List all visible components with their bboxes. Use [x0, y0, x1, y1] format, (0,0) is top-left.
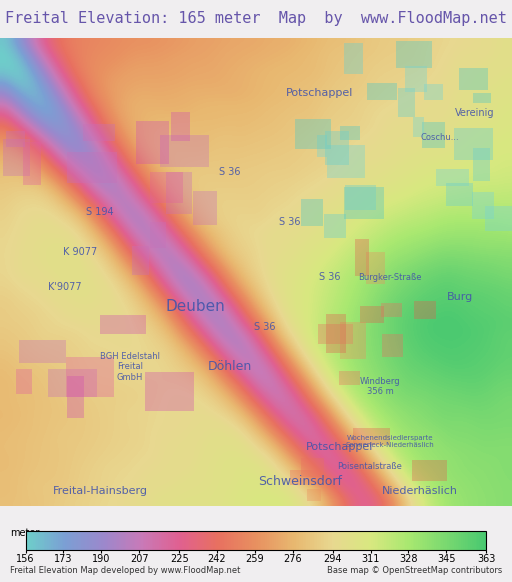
- Text: K 9077: K 9077: [63, 247, 97, 257]
- Text: Freital-Hainsberg: Freital-Hainsberg: [53, 487, 147, 496]
- Bar: [340, 322, 366, 359]
- Bar: [301, 457, 324, 477]
- Bar: [421, 122, 445, 148]
- Text: meter: meter: [10, 528, 39, 538]
- Bar: [145, 371, 194, 411]
- Bar: [405, 66, 427, 92]
- Bar: [68, 375, 84, 418]
- Bar: [472, 192, 495, 219]
- Text: Poisentalstraße: Poisentalstraße: [337, 462, 402, 471]
- Bar: [48, 370, 97, 397]
- Bar: [473, 148, 489, 182]
- Bar: [150, 172, 183, 203]
- Text: S 36: S 36: [254, 322, 276, 332]
- Bar: [16, 369, 32, 395]
- Bar: [6, 130, 25, 147]
- Bar: [24, 142, 41, 184]
- Bar: [324, 214, 346, 238]
- Bar: [150, 222, 166, 248]
- Text: S 36: S 36: [279, 217, 301, 227]
- Bar: [367, 83, 397, 100]
- Text: Deuben: Deuben: [165, 300, 225, 314]
- Text: Niederhäslich: Niederhäslich: [382, 487, 458, 496]
- Text: Vereinig: Vereinig: [455, 108, 495, 118]
- Bar: [436, 169, 468, 186]
- Text: Schweinsdorf: Schweinsdorf: [258, 475, 342, 488]
- Bar: [170, 112, 190, 141]
- Text: Windberg
356 m: Windberg 356 m: [360, 377, 400, 396]
- Text: Potschappel: Potschappel: [306, 442, 374, 452]
- Bar: [454, 128, 493, 159]
- Text: BGH Edelstahl
Freital
GmbH: BGH Edelstahl Freital GmbH: [100, 352, 160, 382]
- Bar: [396, 41, 433, 68]
- Bar: [325, 131, 349, 165]
- Bar: [66, 357, 114, 397]
- Bar: [160, 135, 209, 166]
- Bar: [327, 146, 365, 178]
- Bar: [165, 172, 193, 214]
- Bar: [295, 119, 331, 149]
- Bar: [355, 239, 369, 276]
- Bar: [366, 252, 385, 284]
- Text: Coschu...: Coschu...: [421, 133, 459, 142]
- Bar: [414, 301, 436, 318]
- Text: Wochenendsiedlersparte
Sonneneck-Niederhäslich: Wochenendsiedlersparte Sonneneck-Niederh…: [346, 435, 434, 448]
- Bar: [68, 152, 117, 183]
- Text: S 36: S 36: [219, 168, 241, 178]
- Bar: [132, 247, 149, 275]
- Bar: [459, 69, 488, 90]
- Bar: [381, 303, 402, 317]
- Text: S 194: S 194: [86, 207, 114, 217]
- Bar: [301, 199, 323, 225]
- Bar: [83, 125, 115, 140]
- Bar: [397, 88, 415, 117]
- Text: Base map © OpenStreetMap contributors: Base map © OpenStreetMap contributors: [327, 566, 502, 575]
- Bar: [136, 121, 169, 164]
- Bar: [413, 118, 424, 137]
- Text: Freital Elevation: 165 meter  Map  by  www.FloodMap.net (beta): Freital Elevation: 165 meter Map by www.…: [5, 12, 512, 26]
- Bar: [344, 187, 384, 219]
- Text: Döhlen: Döhlen: [208, 360, 252, 373]
- Bar: [340, 126, 359, 140]
- Bar: [412, 460, 447, 481]
- Bar: [485, 206, 512, 231]
- Bar: [474, 93, 492, 104]
- Bar: [307, 489, 322, 502]
- Text: Freital Elevation Map developed by www.FloodMap.net: Freital Elevation Map developed by www.F…: [10, 566, 241, 575]
- Text: Potschappel: Potschappel: [286, 88, 354, 98]
- Text: Burgker-Straße: Burgker-Straße: [358, 272, 422, 282]
- Bar: [338, 371, 360, 385]
- Bar: [194, 190, 218, 225]
- Bar: [318, 324, 353, 344]
- Bar: [290, 470, 322, 485]
- Bar: [19, 340, 66, 363]
- Bar: [445, 183, 473, 205]
- Bar: [353, 428, 390, 445]
- Bar: [326, 314, 346, 353]
- Text: K'9077: K'9077: [48, 282, 82, 292]
- Bar: [317, 135, 327, 157]
- Bar: [100, 315, 145, 334]
- Bar: [424, 84, 443, 100]
- Bar: [344, 42, 363, 74]
- Bar: [345, 185, 376, 210]
- Bar: [382, 334, 402, 357]
- Text: Burg: Burg: [447, 292, 473, 302]
- Bar: [3, 140, 30, 176]
- Text: S 36: S 36: [319, 272, 341, 282]
- Bar: [360, 306, 385, 324]
